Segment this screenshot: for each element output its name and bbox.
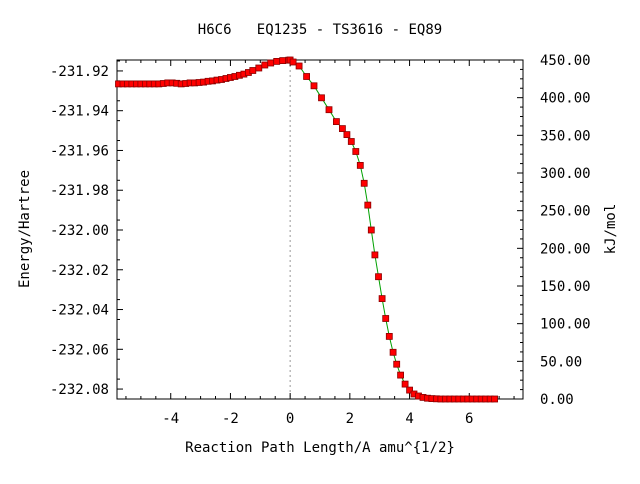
data-point xyxy=(401,380,409,388)
x-axis-ticks: -4 -2 0 2 4 6 xyxy=(125,60,515,427)
x-tick-label: 4 xyxy=(405,411,413,427)
data-point xyxy=(343,131,351,139)
y-tick-label: -231.98 xyxy=(50,183,109,199)
y2-tick-label: 150.00 xyxy=(540,279,591,295)
data-point xyxy=(295,62,303,70)
data-point xyxy=(273,58,281,65)
data-point xyxy=(371,251,379,259)
data-point xyxy=(406,386,414,394)
y2-tick-label: 0.00 xyxy=(540,392,574,408)
data-point xyxy=(397,371,405,379)
data-point xyxy=(367,226,375,234)
data-point xyxy=(261,61,269,69)
y-tick-label: -232.08 xyxy=(50,382,109,398)
data-point xyxy=(347,138,355,145)
y-tick-label: -232.06 xyxy=(50,342,109,358)
y-tick-label: -232.02 xyxy=(50,263,109,279)
y2-tick-label: 400.00 xyxy=(540,91,591,107)
right-axis-ticks: 0.00 50.00 100.00 150.00 200.00 250.00 300.00 3… xyxy=(517,53,591,408)
data-point xyxy=(382,315,390,322)
data-point xyxy=(364,201,372,209)
x-tick-label: 6 xyxy=(465,411,473,427)
y2-tick-label: 50.00 xyxy=(540,354,582,370)
x-tick-label: 2 xyxy=(346,411,354,427)
data-point xyxy=(279,57,287,64)
data-point xyxy=(267,59,275,67)
y2-tick-label: 200.00 xyxy=(540,241,591,257)
x-tick-label: -4 xyxy=(162,411,179,427)
data-point xyxy=(375,273,382,281)
data-point xyxy=(389,348,397,356)
data-point xyxy=(393,360,401,368)
y-tick-label: -231.94 xyxy=(50,104,109,120)
x-tick-label: -2 xyxy=(222,411,239,427)
y-axis-title: Energy/Hartree xyxy=(17,170,33,288)
y2-tick-label: 350.00 xyxy=(540,128,591,144)
data-point xyxy=(332,118,340,125)
data-point xyxy=(360,179,368,187)
y2-tick-label: 450.00 xyxy=(540,53,591,69)
data-point xyxy=(310,82,318,90)
x-axis-title: Reaction Path Length/A amu^{1/2} xyxy=(185,440,455,456)
y-tick-label: -231.96 xyxy=(50,143,109,159)
data-point xyxy=(289,58,297,66)
data-point xyxy=(352,148,360,155)
data-point xyxy=(249,67,257,74)
y-tick-label: -232.00 xyxy=(50,223,109,239)
data-point xyxy=(385,332,393,340)
energy-curve xyxy=(118,59,495,400)
data-point xyxy=(378,295,386,303)
plot-frame xyxy=(116,59,524,400)
x-tick-label: 0 xyxy=(286,411,294,427)
data-point xyxy=(338,125,346,132)
y2-tick-label: 300.00 xyxy=(540,166,591,182)
data-point xyxy=(491,395,499,403)
data-point xyxy=(255,64,263,72)
data-point xyxy=(325,106,333,114)
y-tick-label: -231.92 xyxy=(50,64,109,80)
y-tick-label: -232.04 xyxy=(50,303,109,319)
data-points xyxy=(115,56,499,403)
data-point xyxy=(318,94,325,102)
y2-tick-label: 250.00 xyxy=(540,204,591,220)
data-point xyxy=(356,161,364,169)
chart-title: H6C6 EQ1235 - TS3616 - EQ89 xyxy=(198,22,442,38)
data-point xyxy=(303,73,311,80)
y2-axis-title: kJ/mol xyxy=(603,204,619,255)
y2-tick-label: 100.00 xyxy=(540,317,591,333)
left-axis-ticks: -231.92 -231.94 -231.96 -231.98 -232.00 -232.… xyxy=(50,60,123,400)
